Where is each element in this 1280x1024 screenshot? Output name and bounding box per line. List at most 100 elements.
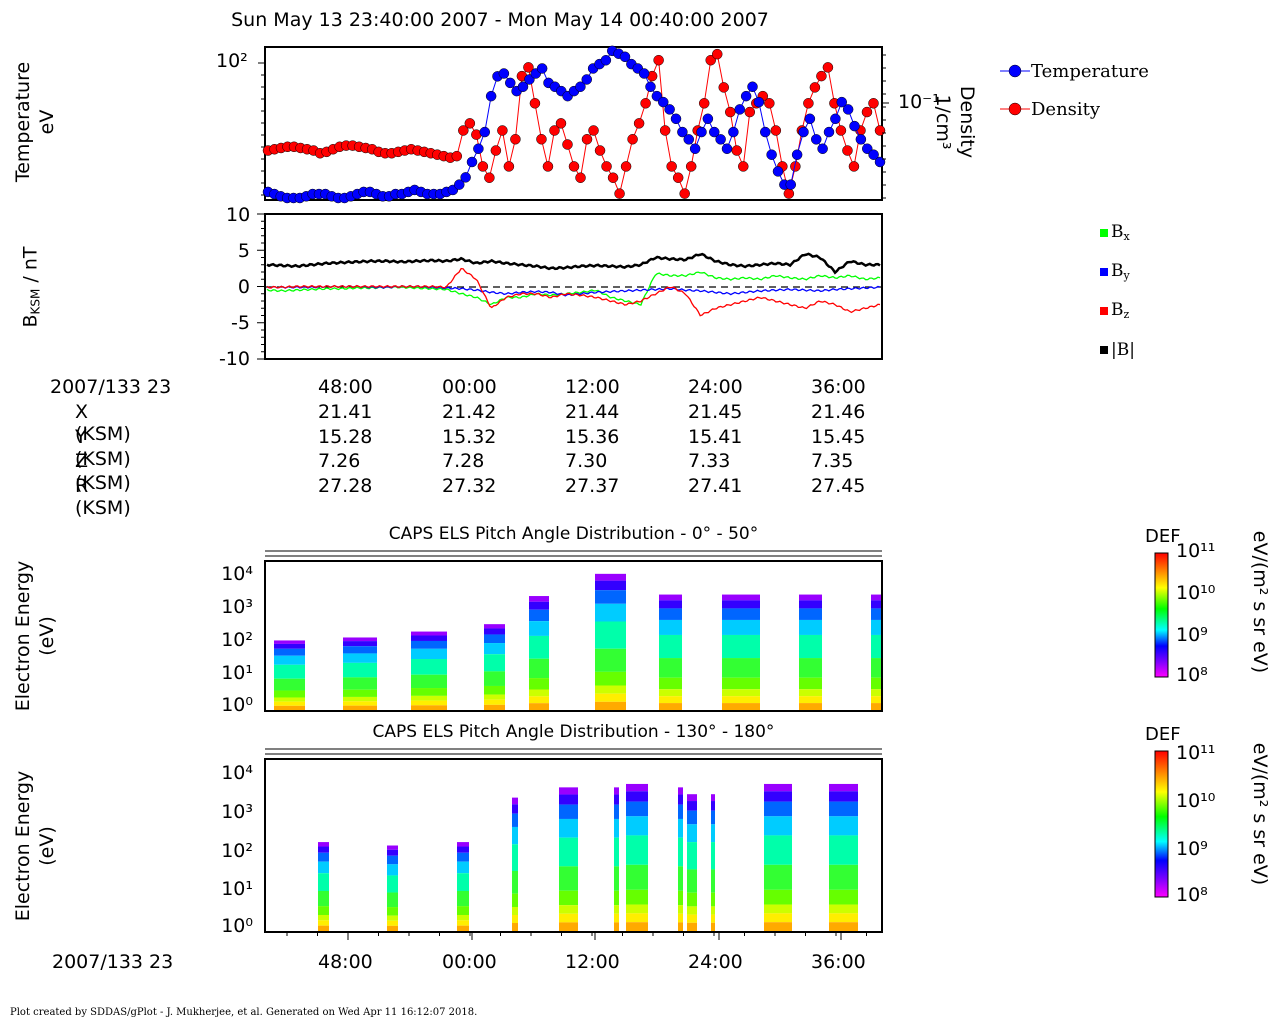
spectrogram-cell	[512, 922, 518, 931]
spectrogram-cell	[343, 689, 377, 697]
spectrogram-cell	[626, 791, 648, 802]
spectrogram-cell	[678, 804, 683, 819]
spectrogram-cell	[626, 801, 648, 817]
spectrogram-cell	[722, 696, 760, 704]
ephemeris-time: 12:00	[565, 376, 620, 398]
temperature-point	[747, 81, 758, 92]
density-point	[503, 161, 515, 172]
spectrogram-cell	[595, 590, 626, 604]
ephemeris-value: 27.28	[318, 475, 373, 497]
spectrogram-cell	[512, 906, 518, 915]
colorbar-tick: 10⁹	[1176, 838, 1208, 860]
bfield-tick-0: 0	[237, 276, 250, 298]
colorbar-units: eV/(m² s sr eV)	[1249, 742, 1271, 886]
spectrogram-cell	[687, 914, 697, 923]
temperature-point	[460, 172, 471, 183]
spectrogram-cell	[529, 609, 549, 622]
spectrogram-cell	[559, 837, 578, 867]
spectrogram-cell	[529, 601, 549, 610]
ephemeris-value: 27.45	[811, 475, 866, 497]
spectrogram-cell	[626, 904, 648, 914]
spectrogram-cell	[343, 641, 377, 647]
spectrogram-cell	[318, 906, 329, 915]
spectrogram-cell	[626, 783, 648, 792]
spectrogram-cell	[559, 787, 578, 795]
temperature-point	[709, 126, 720, 138]
bfield-series-bmag	[266, 252, 881, 275]
spectrogram-cell	[659, 703, 682, 710]
spectrogram-cell	[764, 791, 792, 802]
spectrogram-cell	[343, 696, 377, 702]
spectrogram2-title: CAPS ELS Pitch Angle Distribution - 130°…	[372, 722, 775, 742]
spectrogram-cell	[595, 580, 626, 591]
temperature-point	[638, 68, 650, 79]
density-point	[536, 133, 547, 145]
spectrogram-cell	[411, 631, 447, 636]
spectrogram-cell	[829, 791, 858, 802]
density-point	[842, 145, 853, 156]
s1-tick: 10¹	[221, 662, 253, 684]
spectrogram-cell	[411, 648, 447, 660]
spectrogram2-frame	[264, 758, 883, 933]
spectrogram-cell	[678, 787, 683, 795]
spectrogram-cell	[799, 600, 822, 609]
density-point	[738, 161, 749, 172]
spectrogram-cell	[484, 654, 505, 672]
legend-item-temperature: Temperature	[1000, 52, 1149, 90]
spectrogram-cell	[457, 873, 469, 891]
spectrogram-cell	[484, 628, 505, 635]
density-point	[555, 118, 567, 129]
spectrogram-cell	[457, 925, 469, 931]
bx-swatch	[1100, 228, 1108, 237]
spectrogram-cell	[512, 826, 518, 845]
temperature-point	[842, 104, 854, 115]
spectrogram1-frame	[264, 560, 883, 712]
spectrogram-cell	[764, 783, 792, 792]
spectrogram-cell	[799, 703, 822, 710]
colorbar-label: DEF	[1145, 526, 1181, 547]
ephemeris-value: 27.41	[688, 475, 743, 497]
colorbar-units: eV/(m² s sr eV)	[1249, 530, 1271, 674]
spectrogram-cell	[687, 824, 697, 843]
spectrogram-cell	[343, 705, 377, 710]
spectrogram-cell	[274, 655, 305, 665]
temperature-point	[772, 166, 784, 177]
spectrogram-cell	[457, 914, 469, 921]
spectrogram-cell	[318, 890, 329, 907]
plot-time-range: Sun May 13 23:40:00 2007 - Mon May 14 00…	[231, 9, 769, 31]
temperature-marker-icon	[1000, 64, 1030, 78]
spectrogram-cell	[614, 866, 619, 891]
spectrogram-cell	[871, 600, 881, 609]
spectrogram-cell	[411, 640, 447, 649]
s2-tick: 10²	[221, 840, 253, 862]
temperature-point	[728, 126, 739, 138]
spectrogram-cell	[678, 905, 683, 914]
temperature-point	[753, 96, 765, 108]
spectrogram1-title: CAPS ELS Pitch Angle Distribution - 0° -…	[388, 524, 759, 544]
colorbar-tick: 10¹¹	[1176, 540, 1216, 562]
spectrogram-cell	[764, 889, 792, 905]
spectrogram-cell	[687, 922, 697, 931]
colorbar-tick: 10⁸	[1176, 884, 1208, 906]
density-point	[822, 62, 834, 73]
spectrogram-cell	[274, 697, 305, 702]
spectrogram-cell	[614, 837, 619, 867]
bfield-tick-neg5: -5	[231, 312, 250, 334]
density-point	[835, 125, 847, 136]
spectrogram-cell	[512, 893, 518, 907]
spectrogram-cell	[659, 600, 682, 609]
spectrogram-cell	[614, 794, 619, 805]
spectrogram-cell	[764, 801, 792, 817]
spectrogram-cell	[318, 842, 329, 847]
temperature-tick-label: 10²	[216, 50, 248, 72]
spectrogram-cell	[411, 659, 447, 675]
ephemeris-value: 7.33	[688, 450, 731, 472]
spectrogram-cell	[559, 913, 578, 923]
spectrogram-cell	[722, 600, 760, 609]
density-point	[627, 133, 638, 145]
s1-tick: 10⁰	[221, 694, 253, 716]
spectrogram-cell	[722, 619, 760, 635]
spectrogram-cell	[659, 619, 682, 635]
colorbar-tick: 10⁸	[1176, 664, 1208, 686]
spectrogram-cell	[687, 869, 697, 893]
